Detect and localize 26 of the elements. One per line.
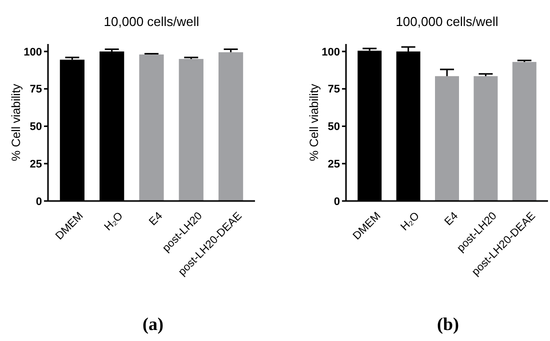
y-axis-title: % Cell viability: [307, 84, 321, 162]
y-tick-label: 50: [30, 121, 42, 134]
x-tick-label: H₂O: [102, 210, 126, 234]
y-axis-title: % Cell viability: [9, 84, 23, 162]
chart-title: 10,000 cells/well: [104, 14, 200, 29]
y-tick-label: 25: [30, 158, 42, 170]
bar: [218, 52, 244, 201]
bar: [178, 58, 204, 201]
y-tick-label: 75: [30, 84, 42, 96]
bar: [474, 76, 498, 201]
y-tick-label: 0: [334, 196, 340, 208]
x-tick-label: E4: [147, 210, 166, 228]
y-tick-label: 0: [36, 196, 42, 208]
y-tick-label: 50: [328, 121, 340, 134]
bar: [512, 62, 536, 201]
text: (b): [437, 314, 460, 334]
bar: [435, 76, 459, 201]
x-tick-label: E4: [442, 210, 461, 228]
text: (a): [142, 314, 164, 334]
bar: [139, 54, 164, 201]
chart-title: 100,000 cells/well: [396, 14, 498, 29]
y-tick-label: 25: [328, 158, 340, 170]
y-tick-label: 100: [24, 46, 42, 58]
y-tick-label: 100: [322, 46, 340, 58]
y-tick-label: 75: [328, 84, 340, 96]
x-tick-label: H₂O: [398, 210, 422, 234]
